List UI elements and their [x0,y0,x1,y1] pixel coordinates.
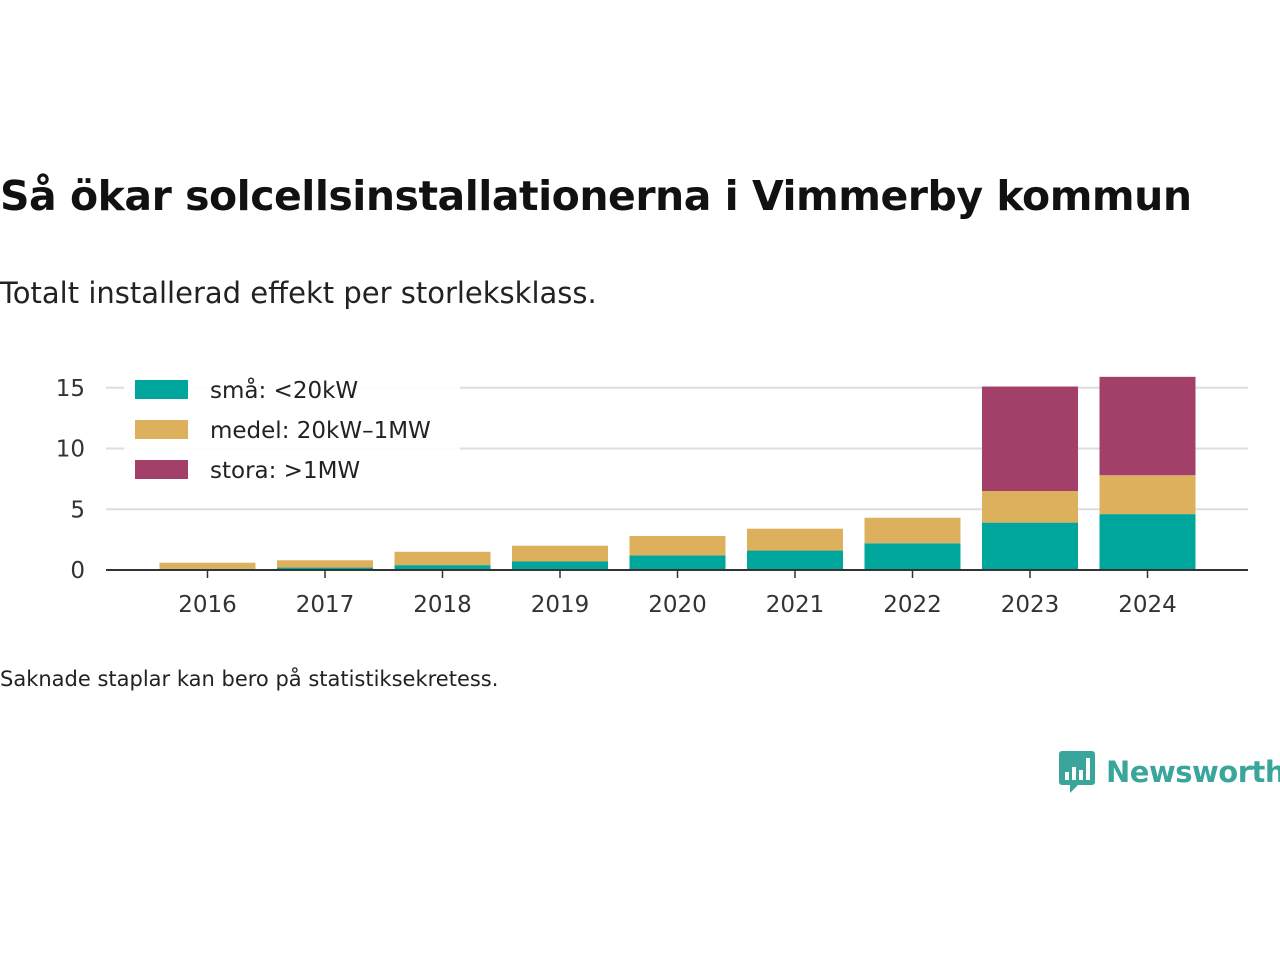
bar-segment [982,522,1078,570]
legend-label: stora: >1MW [210,458,360,484]
legend-label: medel: 20kW–1MW [210,418,431,444]
bar-segment [629,555,726,570]
legend: små: <20kW medel: 20kW–1MW stora: >1MW [124,375,460,503]
x-tick-label: 2018 [413,592,472,618]
legend-swatch [135,380,188,399]
legend-swatch [135,460,188,479]
bar-segment [512,545,608,562]
x-tick-label: 2020 [648,592,707,618]
bar-segment [512,561,608,570]
bar-segment [394,551,491,566]
y-tick-label: 0 [70,558,85,584]
bar-segment [277,567,373,570]
chart-title: Så ökar solcellsinstallationerna i Vimme… [0,172,1192,220]
x-tick-label: 2016 [178,592,237,618]
x-tick-label: 2021 [766,592,825,618]
bar-segment [982,491,1078,523]
x-tick-label: 2023 [1001,592,1060,618]
bar-segment [394,565,491,570]
x-tick-label: 2024 [1118,592,1177,618]
bar-segment [1099,514,1196,570]
y-axis-ticks: 0 5 10 15 [56,376,85,584]
y-tick-label: 5 [70,497,85,523]
x-tick-label: 2019 [531,592,590,618]
bar-segment [747,550,843,570]
bar-segment [277,560,373,568]
bar-segment [864,517,961,544]
newsworthy-logo-text: Newsworthy [1106,755,1280,789]
bar-segment [864,543,961,570]
bar-segment [982,386,1078,492]
legend-swatch [135,420,188,439]
bar-segment [1099,475,1196,515]
x-tick-label: 2022 [883,592,942,618]
newsworthy-logo: Newsworthy [1058,750,1280,794]
x-axis-ticks: 2016 2017 2018 2019 2020 2021 2022 2023 2024 [106,569,1248,618]
y-tick-label: 15 [56,376,85,402]
bar-segment [629,535,726,556]
legend-label: små: <20kW [210,376,358,404]
bar-segment [747,528,843,551]
bars [159,376,1196,570]
y-tick-label: 10 [56,437,85,463]
bar-segment [1099,376,1196,476]
newsworthy-logo-icon [1059,751,1095,793]
bar-segment [159,562,256,569]
chart-subtitle: Totalt installerad effekt per storlekskl… [0,276,597,310]
footnote: Saknade staplar kan bero på statistiksek… [0,667,499,691]
x-tick-label: 2017 [296,592,355,618]
